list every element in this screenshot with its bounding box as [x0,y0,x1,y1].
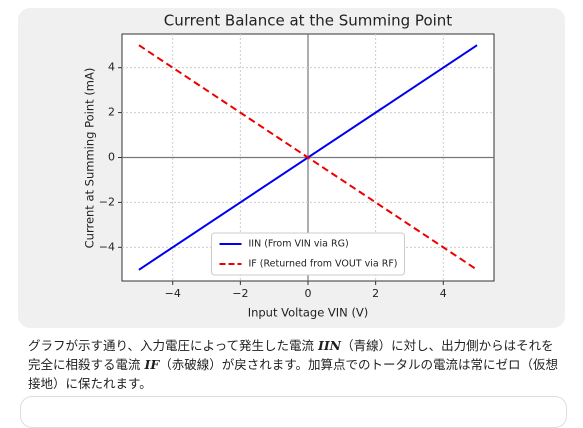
y-tick-label: 2 [108,106,115,119]
x-tick-label: 0 [305,287,312,300]
math: IIN [317,338,342,353]
data-line [138,44,478,271]
y-axis-label: Current at Summing Point (mA) [83,68,97,249]
y-tick-label: 4 [108,61,115,74]
chart-title: Current Balance at the Summing Point [164,12,453,30]
legend-label: IF (Returned from VOUT via RF) [249,259,398,270]
math: IF [144,357,160,372]
y-tick-label: 0 [108,151,115,164]
x-axis-label: Input Voltage VIN (V) [248,306,369,320]
input-box[interactable] [20,396,567,428]
text: （青線）に対し、出力側からはそれを完全に相殺する電流 [28,338,554,372]
x-tick-label: 2 [372,287,379,300]
text: グラフが示す通り、入力電圧によって発生した電流 [28,338,318,353]
page: Current Balance at the Summing Point Inp… [18,8,567,428]
legend-box [211,232,405,276]
description: グラフが示す通り、入力電圧によって発生した電流 IIN（青線）に対し、出力側から… [28,336,558,393]
x-tick-label: −4 [165,287,181,300]
legend-label: IIN (From VIN via RG) [249,239,349,250]
x-tick-label: 4 [440,287,447,300]
y-tick-label: −4 [99,240,115,253]
y-tick-label: −2 [99,195,115,208]
x-tick-label: −2 [232,287,248,300]
chart: Current Balance at the Summing Point Inp… [83,12,495,320]
text: （赤破線）が戻されます。加算点でのトータルの電流は常にゼロ（仮想接地）に保たれま… [28,357,558,391]
